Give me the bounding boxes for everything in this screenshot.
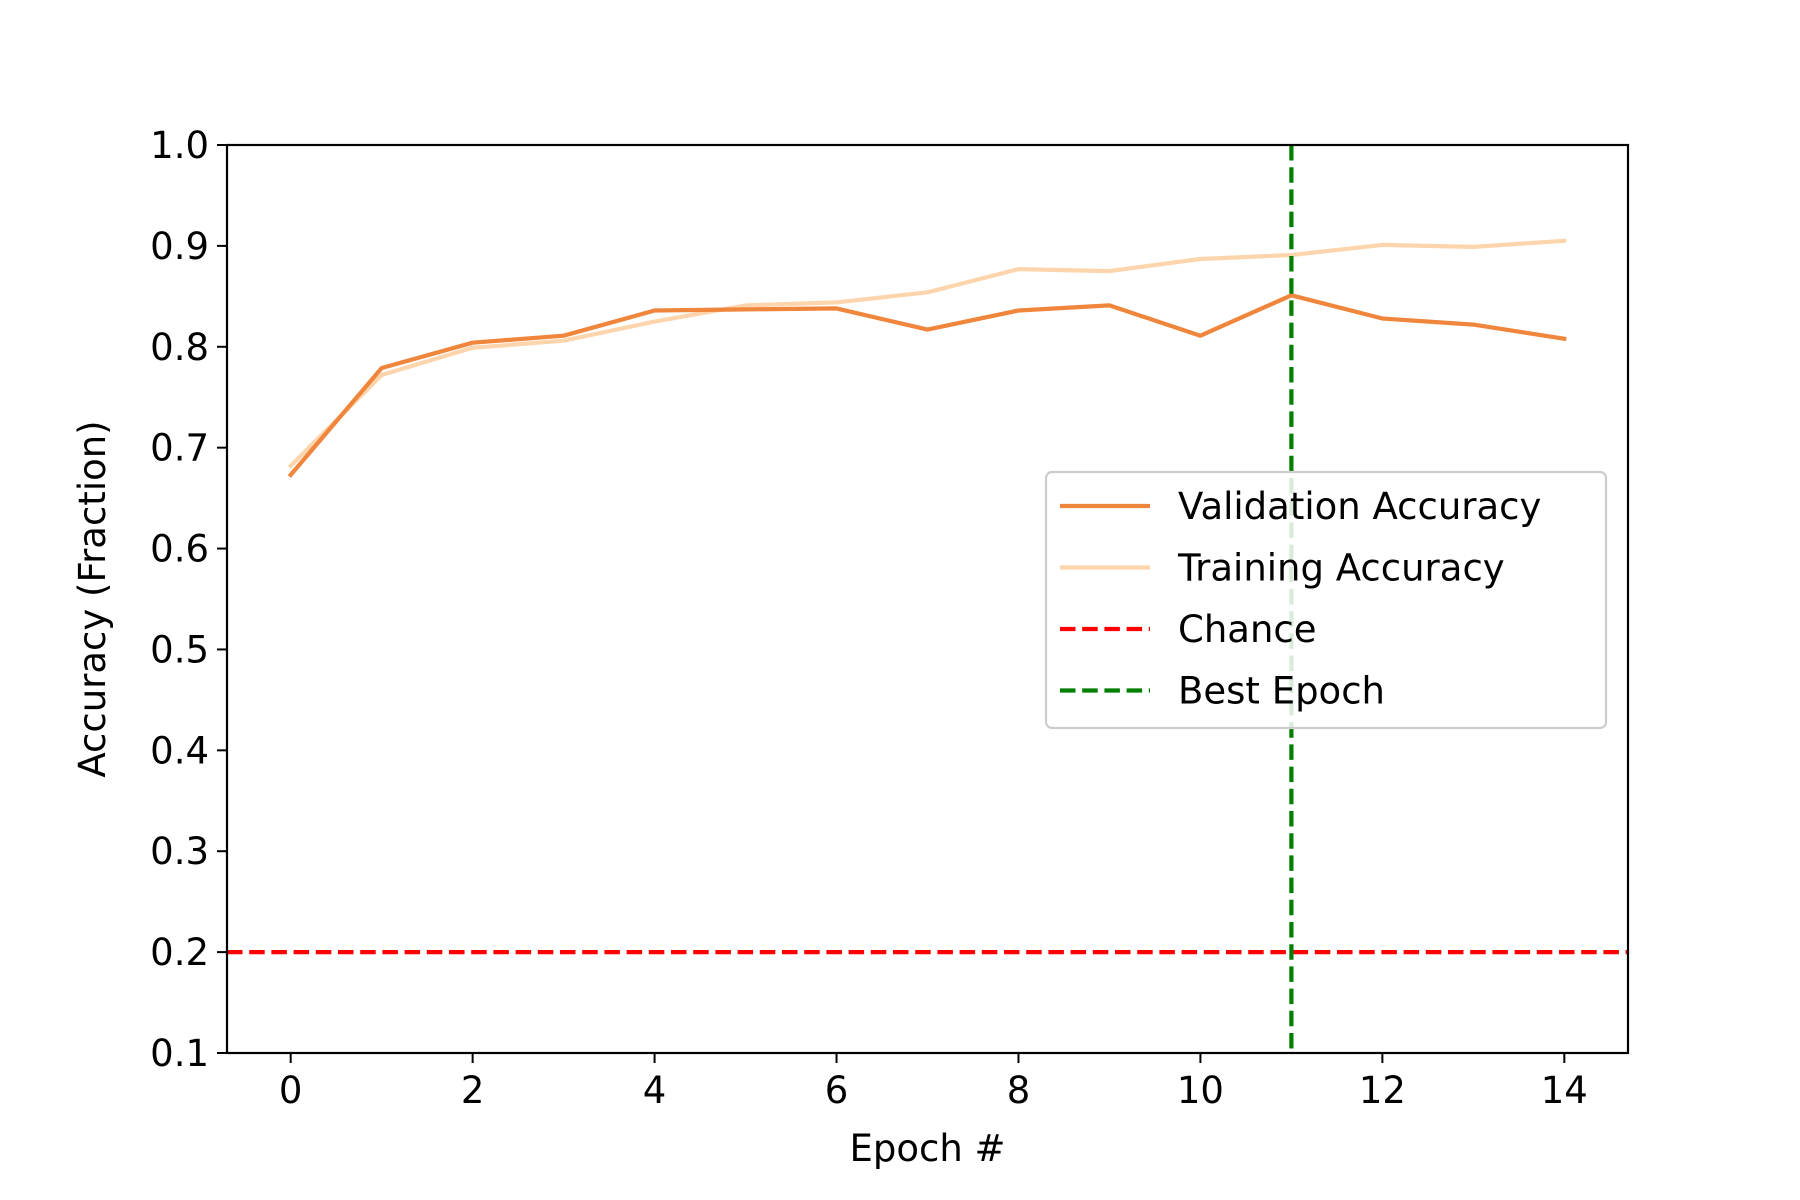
x-tick-label: 4 (643, 1069, 667, 1112)
x-tick-label: 2 (461, 1069, 485, 1112)
legend-box (1044, 470, 1608, 730)
y-tick-label: 0.7 (150, 427, 209, 470)
x-tick-label: 0 (279, 1069, 303, 1112)
x-axis-label: Epoch # (849, 1127, 1005, 1170)
legend-label: Validation Accuracy (1178, 485, 1541, 528)
series-line-validation-accuracy (287, 293, 1567, 478)
y-tick-label: 0.1 (150, 1032, 209, 1075)
y-tick-label: 1.0 (150, 124, 209, 167)
legend-label: Training Accuracy (1177, 547, 1505, 590)
legend: Validation Accuracy Training Accuracy Chan… (1044, 470, 1608, 730)
x-tick-label: 12 (1359, 1069, 1406, 1112)
series-layer (287, 238, 1567, 478)
x-tick-label: 6 (825, 1069, 849, 1112)
y-axis-label: Accuracy (Fraction) (71, 420, 114, 777)
y-tick-label: 0.8 (150, 326, 209, 369)
y-tick-label: 0.3 (150, 830, 209, 873)
x-tick-label: 14 (1541, 1069, 1588, 1112)
y-tick-label: 0.5 (150, 628, 209, 671)
x-axis-ticks: 0 2 4 6 8 10 12 14 (279, 1053, 1588, 1112)
plot-frame (225, 143, 1630, 1055)
legend-label: Best Epoch (1178, 670, 1385, 713)
x-tick-label: 8 (1007, 1069, 1031, 1112)
y-tick-label: 0.2 (150, 931, 209, 974)
y-tick-label: 0.4 (150, 729, 209, 772)
y-tick-label: 0.9 (150, 225, 209, 268)
y-axis-ticks: 0.1 0.2 0.3 0.4 0.5 0.6 0.7 0.8 0.9 1.0 (150, 124, 227, 1075)
legend-label: Chance (1178, 608, 1317, 651)
x-tick-label: 10 (1177, 1069, 1224, 1112)
y-tick-label: 0.6 (150, 528, 209, 571)
series-line-training-accuracy (287, 238, 1567, 469)
